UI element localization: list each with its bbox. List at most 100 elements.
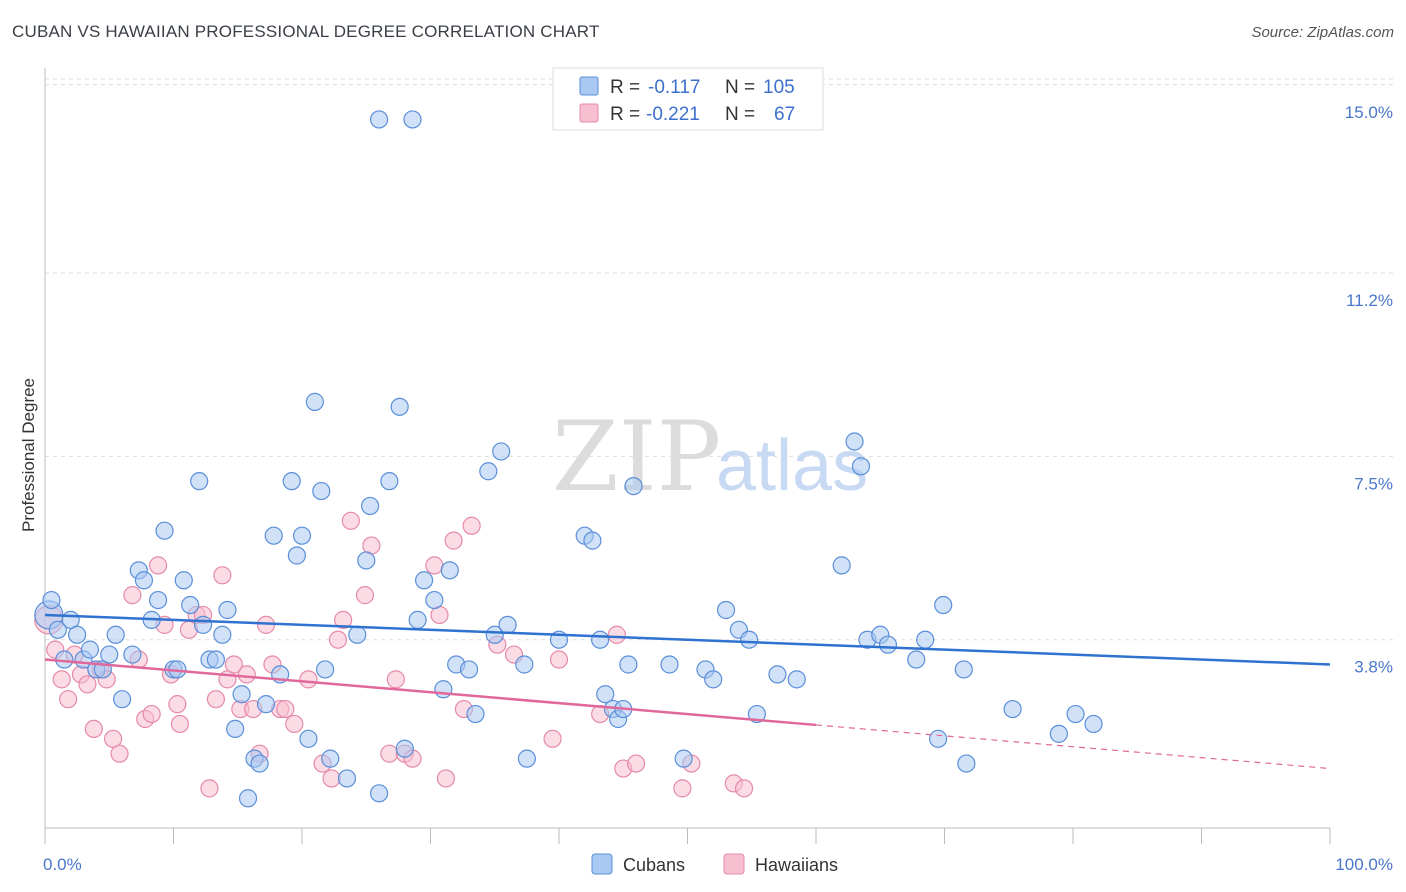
cuban-point	[624, 477, 643, 496]
hawaiian-point	[168, 695, 187, 714]
hawaiian-point	[436, 769, 456, 788]
hawaiian-point	[355, 586, 375, 605]
cuban-point	[425, 590, 444, 610]
cuban-point	[312, 481, 331, 501]
hawaiian-point	[213, 566, 232, 585]
cuban-point	[361, 496, 380, 516]
hawaiian-point	[444, 531, 463, 550]
cuban-point	[408, 610, 427, 629]
trend-lines	[44, 613, 1331, 770]
cuban-point	[292, 526, 312, 545]
cuban-point	[403, 110, 422, 129]
watermark: ZIP atlas	[552, 401, 868, 513]
hawaiian-point	[673, 779, 692, 798]
x-tick-labels: 0.0% 100.0%	[43, 855, 1393, 874]
cuban-point	[42, 590, 61, 610]
cuban-point	[619, 655, 638, 674]
hawaiian-points	[34, 511, 754, 798]
cuban-point	[181, 595, 200, 615]
cuban-point	[957, 754, 976, 773]
cuban-point	[674, 749, 693, 768]
cuban-point	[174, 571, 193, 590]
hawaiian-point	[148, 556, 168, 575]
cuban-point	[106, 625, 125, 644]
cuban-point	[787, 670, 806, 689]
hawaiian-point	[110, 744, 129, 763]
cuban-point	[287, 546, 306, 565]
legend-swatch-cubans	[579, 76, 599, 96]
hawaiian-point	[425, 556, 444, 575]
cuban-point	[515, 655, 534, 674]
cuban-point	[583, 531, 602, 550]
cuban-point	[190, 472, 209, 491]
legend-r-label-cubans: R =	[610, 77, 640, 98]
cuban-point	[390, 397, 409, 416]
cuban-point	[716, 600, 736, 620]
cuban-point	[466, 704, 485, 724]
cuban-point	[954, 660, 973, 679]
series-legend-label-cubans: Cubans	[623, 855, 685, 875]
cuban-point	[206, 650, 226, 669]
x-tick-label: 100.0%	[1335, 855, 1393, 874]
hawaiian-trend-line-extension	[815, 724, 1331, 770]
cuban-point	[907, 650, 926, 669]
cuban-point	[226, 719, 245, 739]
series-legend-swatch-hawaiians	[723, 853, 745, 875]
cuban-point	[768, 665, 787, 684]
cuban-point	[591, 630, 610, 649]
hawaiian-point	[206, 690, 226, 709]
cuban-point	[232, 685, 251, 704]
hawaiian-point	[84, 719, 103, 739]
cuban-point	[155, 521, 174, 540]
hawaiian-point	[142, 704, 161, 724]
watermark-zip-text: ZIP	[552, 401, 721, 513]
cuban-point	[440, 561, 459, 580]
cuban-point	[305, 392, 324, 411]
hawaiian-point	[285, 714, 304, 734]
legend-r-value-hawaiians: -0.221	[646, 104, 700, 125]
cuban-point	[492, 442, 511, 461]
cuban-point	[395, 739, 414, 758]
watermark-atlas-text: atlas	[716, 426, 868, 506]
cuban-point	[370, 110, 389, 129]
cuban-point	[357, 551, 376, 570]
hawaiian-point	[237, 665, 256, 684]
cuban-point	[134, 571, 154, 590]
y-axis-label: Professional Degree	[19, 378, 38, 532]
legend-r-value-cubans: -0.117	[648, 77, 700, 98]
hawaiian-point	[386, 670, 405, 689]
stats-legend: R = -0.117 N = 105 R = -0.221 N = 67	[552, 67, 824, 131]
cuban-point	[1084, 714, 1103, 734]
legend-n-value-hawaiians: 67	[774, 104, 795, 125]
hawaiian-point	[462, 516, 481, 535]
cuban-point	[193, 615, 213, 634]
cuban-point	[704, 670, 723, 689]
cuban-point	[316, 660, 335, 679]
hawaiian-point	[170, 714, 190, 734]
hawaiian-point	[734, 779, 754, 798]
y-tick-label: 7.5%	[1354, 474, 1393, 493]
cuban-point	[148, 590, 168, 610]
hawaiian-point	[299, 670, 318, 689]
cuban-point	[370, 784, 389, 803]
cuban-point	[660, 655, 679, 674]
cuban-point	[596, 685, 615, 704]
y-tick-label: 15.0%	[1345, 103, 1393, 122]
y-tick-labels: 3.8% 7.5% 11.2% 15.0%	[1345, 103, 1393, 677]
hawaiian-point	[78, 675, 97, 694]
y-tick-label: 11.2%	[1346, 291, 1393, 310]
cuban-point	[213, 625, 232, 644]
hawaiian-point	[59, 690, 78, 709]
cuban-point	[928, 729, 948, 748]
cuban-point	[68, 625, 87, 644]
cuban-point	[80, 640, 100, 659]
series-legend: Cubans Hawaiians	[591, 853, 838, 875]
hawaiian-point	[328, 630, 348, 649]
chart-title: CUBAN VS HAWAIIAN PROFESSIONAL DEGREE CO…	[12, 22, 600, 41]
cuban-point	[264, 526, 283, 545]
cuban-point	[459, 660, 479, 679]
cuban-point	[414, 571, 434, 590]
cuban-point	[337, 769, 357, 788]
cuban-point	[747, 704, 766, 724]
